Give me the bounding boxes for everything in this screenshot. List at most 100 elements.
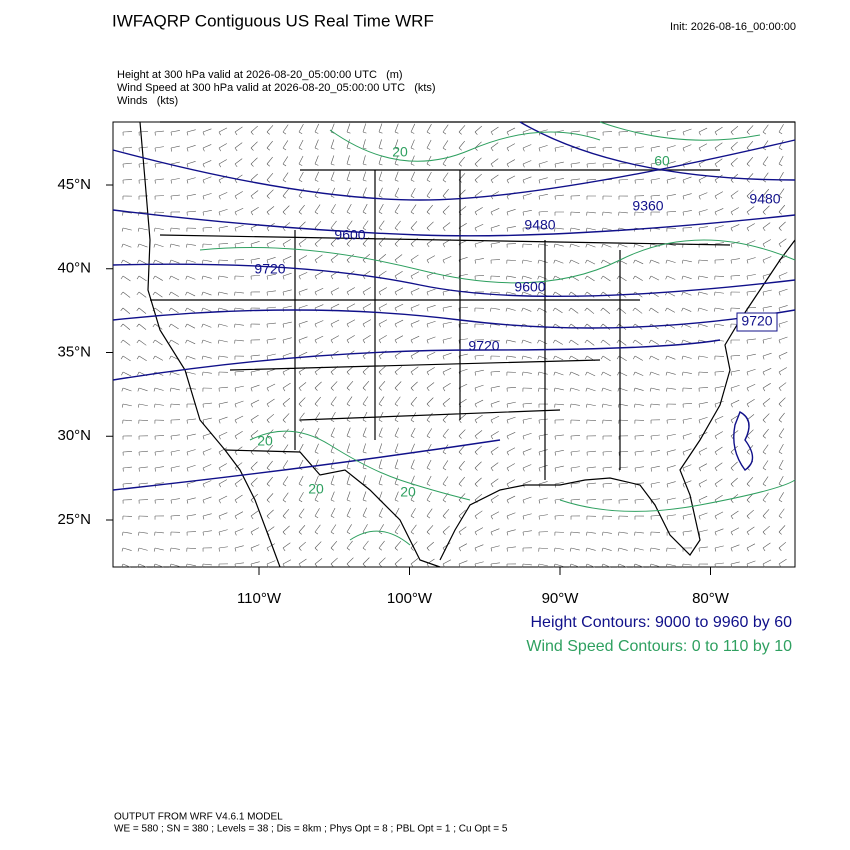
wind-barb — [618, 179, 628, 181]
wind-barb — [746, 515, 750, 519]
wind-barb — [234, 387, 237, 392]
wind-barb — [682, 499, 685, 504]
wind-barb — [282, 172, 289, 181]
wind-barb — [266, 131, 270, 135]
wind-barb — [426, 525, 434, 533]
wind-barb — [666, 211, 676, 213]
wind-barb — [266, 306, 276, 309]
wind-barb — [153, 563, 156, 568]
wind-barb — [362, 131, 367, 134]
wind-barb — [394, 557, 402, 565]
wind-barb — [170, 434, 180, 437]
wind-barb — [746, 163, 750, 167]
wind-barb — [698, 371, 709, 373]
wind-barb — [378, 323, 381, 328]
wind-barb — [314, 483, 319, 486]
wind-barb — [330, 557, 338, 565]
wind-barb — [234, 227, 237, 232]
wind-barb — [506, 479, 516, 485]
wind-barb — [714, 371, 725, 373]
wind-barb — [633, 547, 636, 552]
wind-barb — [250, 259, 252, 264]
wind-barb — [218, 291, 228, 295]
wind-barb — [490, 494, 499, 501]
wind-barb — [682, 193, 692, 197]
wind-barb — [714, 386, 724, 389]
wind-barb — [584, 323, 588, 327]
wind-barb — [378, 355, 382, 360]
wind-barb — [217, 339, 220, 344]
wind-barb — [394, 195, 399, 198]
wind-barb — [202, 467, 205, 472]
wind-barb — [714, 227, 717, 232]
wind-barb — [538, 243, 540, 248]
wind-barb — [152, 291, 156, 296]
wind-barb — [394, 259, 398, 264]
wind-barb — [506, 163, 510, 168]
wind-barb — [570, 211, 581, 213]
wind-barb — [698, 515, 701, 520]
wind-barb — [762, 531, 766, 535]
wind-barb — [234, 483, 238, 488]
wind-barb — [362, 147, 367, 150]
wind-barb — [346, 371, 350, 375]
wind-barb — [714, 387, 716, 392]
wind-barb — [282, 227, 286, 232]
wind-barb — [362, 491, 367, 501]
wind-barb — [714, 126, 723, 133]
wind-barb — [762, 476, 769, 485]
wind-barb — [346, 515, 351, 518]
wind-barb — [362, 467, 367, 470]
wind-barb — [234, 142, 243, 149]
wind-barb — [234, 451, 238, 456]
wind-barb — [298, 382, 307, 389]
wind-barb — [458, 131, 462, 135]
wind-barb — [410, 155, 415, 165]
wind-barb — [714, 225, 724, 229]
wind-barb — [362, 355, 366, 360]
wind-barb — [120, 307, 124, 311]
wind-barb — [730, 163, 734, 167]
wind-barb — [522, 480, 532, 485]
wind-barb — [170, 515, 180, 517]
wind-barb — [553, 355, 556, 360]
wind-barb — [394, 491, 399, 501]
wind-barb — [186, 418, 196, 421]
wind-barb — [250, 527, 259, 533]
wind-barb — [378, 335, 387, 341]
wind-barb — [282, 337, 292, 341]
wind-barb — [585, 563, 588, 568]
wind-barb — [426, 382, 435, 389]
wind-barb — [378, 287, 387, 293]
field-label: Wind Speed at 300 hPa valid at 2026-08-2… — [117, 82, 436, 94]
wind-barb — [537, 307, 540, 312]
wind-barb — [426, 204, 433, 213]
wind-barb — [330, 237, 338, 245]
wind-barb — [378, 220, 385, 229]
wind-barb — [746, 509, 754, 517]
wind-barb — [362, 419, 367, 422]
wind-barb — [778, 371, 782, 376]
wind-barb — [202, 435, 205, 440]
wind-barb — [394, 227, 399, 231]
wind-barb — [154, 403, 164, 406]
wind-barb — [202, 209, 212, 213]
wind-barb — [410, 339, 413, 344]
wind-barb — [778, 305, 788, 309]
wind-barb — [698, 529, 708, 533]
wind-barb — [569, 371, 572, 376]
wind-barb — [650, 355, 660, 361]
wind-barb — [568, 291, 572, 296]
wind-barb — [362, 396, 369, 405]
wind-barb — [730, 141, 738, 149]
wind-barb — [522, 128, 532, 133]
wind-barb — [506, 401, 516, 405]
wind-barb — [522, 563, 532, 566]
wind-barb — [442, 321, 452, 325]
wind-barb — [632, 275, 636, 280]
wind-barb — [362, 291, 366, 296]
wind-barb — [714, 242, 724, 245]
wind-barb — [250, 477, 258, 485]
wind-barb — [730, 403, 733, 408]
wind-barb — [714, 494, 723, 501]
